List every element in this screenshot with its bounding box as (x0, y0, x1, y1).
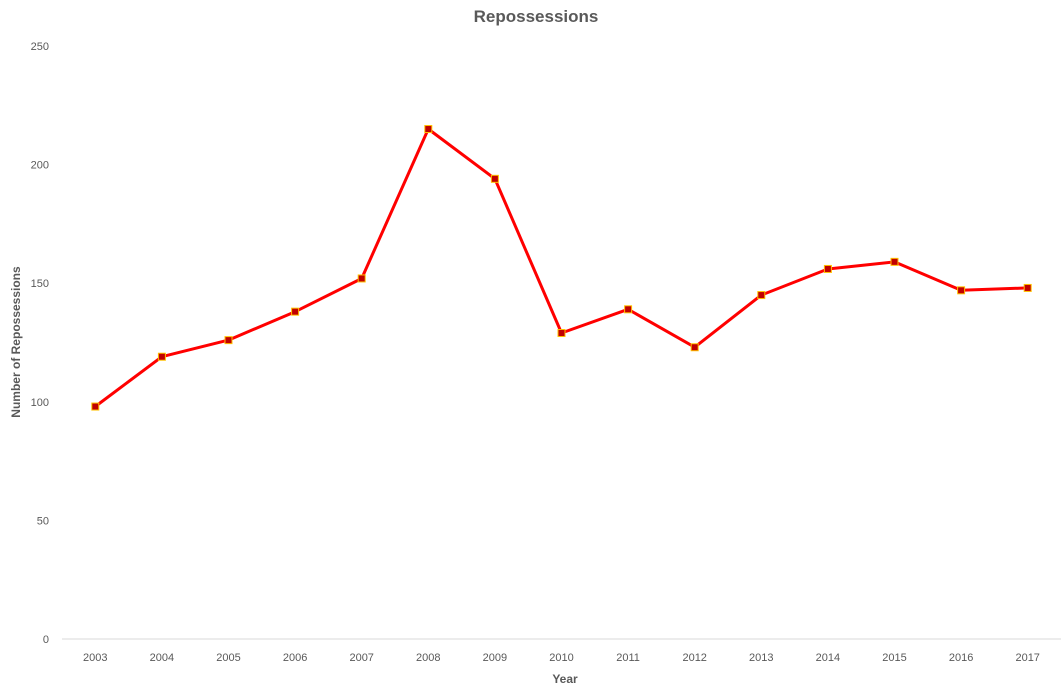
x-tick-label: 2017 (1015, 652, 1039, 664)
x-tick-label: 2009 (483, 652, 507, 664)
x-tick-label: 2016 (949, 652, 973, 664)
x-tick-label: 2007 (349, 652, 373, 664)
data-point (823, 264, 832, 273)
data-point (624, 305, 633, 314)
x-tick-label: 2013 (749, 652, 773, 664)
data-point (424, 125, 433, 134)
x-tick-label: 2004 (150, 652, 174, 664)
x-axis-title: Year (552, 672, 578, 686)
y-tick-label: 200 (31, 160, 49, 172)
y-tick-label: 50 (37, 515, 49, 527)
x-tick-label: 2012 (682, 652, 706, 664)
y-tick-label: 150 (31, 278, 49, 290)
x-axis-ticks: 2003 2004 2005 2006 2007 2008 2009 2010 2011 2012… (83, 652, 1040, 664)
series-line (94, 127, 1028, 408)
data-point (690, 343, 699, 352)
x-tick-label: 2014 (816, 652, 840, 664)
data-point (557, 329, 566, 338)
x-tick-label: 2003 (83, 652, 107, 664)
data-point (157, 352, 166, 361)
data-point (890, 257, 899, 266)
x-tick-label: 2006 (283, 652, 307, 664)
x-tick-label: 2015 (882, 652, 906, 664)
x-tick-label: 2005 (216, 652, 240, 664)
series-layer (91, 125, 1032, 411)
chart-title: Repossessions (474, 7, 599, 26)
data-point (757, 291, 766, 300)
data-point (490, 174, 499, 183)
data-point (91, 402, 100, 411)
y-tick-label: 250 (31, 41, 49, 53)
data-point (957, 286, 966, 295)
y-axis-ticks: 0 50 100 150 200 250 (31, 41, 49, 646)
x-tick-label: 2011 (616, 652, 640, 664)
x-tick-label: 2010 (549, 652, 573, 664)
y-tick-label: 0 (43, 634, 49, 646)
y-tick-label: 100 (31, 397, 49, 409)
data-point (357, 274, 366, 283)
x-tick-label: 2008 (416, 652, 440, 664)
data-point (224, 336, 233, 345)
data-point (1023, 283, 1032, 292)
y-axis-title: Number of Repossessions (9, 266, 23, 418)
data-point (291, 307, 300, 316)
